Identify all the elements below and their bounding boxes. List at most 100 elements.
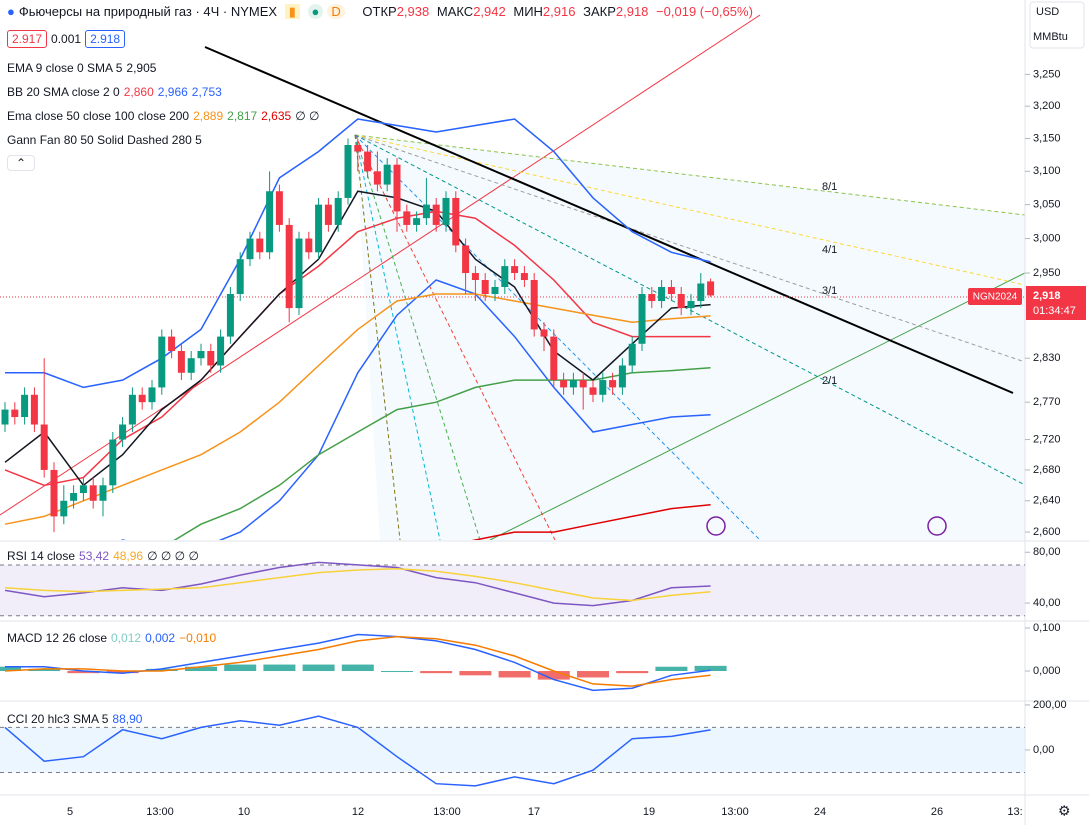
gann-line: [354, 134, 761, 540]
candle-body: [383, 164, 391, 185]
candle-body: [550, 336, 558, 381]
histogram-bar: [459, 671, 492, 676]
indicator-line: [4, 293, 711, 525]
candle-body: [197, 350, 205, 359]
flag[interactable]: ▮: [284, 4, 300, 19]
candle-body: [285, 224, 293, 309]
legend-value: 2,905: [126, 61, 157, 75]
legend-value: 2,635: [261, 109, 292, 123]
candle-body: [89, 485, 97, 501]
candle-body: [354, 145, 362, 152]
y-tick-label: 3,250: [1033, 68, 1061, 80]
histogram-bar: [381, 671, 413, 673]
currency[interactable]: USD: [1036, 6, 1059, 18]
histogram-bar: [185, 666, 217, 672]
candle-body: [109, 439, 117, 486]
candle-body: [79, 485, 87, 494]
candle-body: [266, 191, 274, 253]
histogram-bar: [145, 668, 178, 672]
candle-body: [246, 238, 254, 260]
candle-body: [462, 245, 470, 274]
gann-line: [354, 134, 401, 540]
candle-body: [589, 387, 597, 395]
candle-body: [403, 211, 411, 225]
gann-label: 3/1: [822, 285, 837, 297]
legend-macd: MACD 12 26 close 0,012 0,002 −0,010: [7, 631, 220, 645]
settings-icon[interactable]: ⚙: [1058, 803, 1071, 819]
candle-body: [569, 380, 577, 388]
y-tick-label: 2,680: [1033, 464, 1061, 476]
ohlc-label: МИН: [513, 4, 543, 19]
change: −0,019 (−0,65%): [656, 4, 753, 19]
ohlc-label: ЗАКР: [583, 4, 616, 19]
candle-body: [540, 329, 548, 337]
indicator-line: [4, 561, 711, 607]
x-tick-label: 12: [352, 806, 364, 818]
legend-value: 2,966: [157, 85, 188, 99]
legend-value: ∅ ∅ ∅ ∅: [147, 549, 199, 563]
legend-value: 0,002: [145, 631, 176, 645]
legend-value: ∅ ∅: [295, 109, 320, 123]
price-tag: [1026, 286, 1086, 320]
y-tick-label: 3,100: [1033, 165, 1061, 177]
candle-body: [344, 145, 352, 198]
candle-body: [393, 164, 401, 212]
badge: D: [327, 4, 345, 19]
legend-rsi: RSI 14 close 53,42 48,96 ∅ ∅ ∅ ∅: [7, 549, 203, 563]
legend-value: −0,010: [179, 631, 217, 645]
header: ● Фьючерсы на природный газ · 4Ч · NYMEX …: [7, 4, 753, 19]
gann-line: [354, 134, 481, 540]
histogram-bar: [341, 664, 374, 672]
legend-value: 0,012: [111, 631, 142, 645]
unit[interactable]: MMBtu: [1033, 31, 1068, 43]
x-tick-label: 26: [931, 806, 943, 818]
x-tick-label: 17: [528, 806, 540, 818]
ohlc-value: 2,938: [396, 4, 430, 19]
histogram-bar: [420, 671, 453, 674]
legend-value: 2,860: [123, 85, 154, 99]
sell-button[interactable]: 2.917: [7, 30, 48, 48]
candle-body: [648, 294, 656, 302]
candle-body: [236, 259, 244, 295]
histogram-bar: [537, 671, 570, 680]
legend-label: EMA 9 close 0 SMA 5: [7, 61, 123, 75]
candle-body: [207, 350, 215, 366]
candle-body: [138, 394, 146, 403]
unit-box[interactable]: [1029, 1, 1085, 49]
legend-gann: Gann Fan 80 50 Solid Dashed 280 5: [7, 133, 206, 147]
indicator-line: [471, 503, 711, 540]
y-tick-label: 3,000: [1033, 232, 1061, 244]
candle-body: [148, 387, 156, 403]
gann-line: [354, 134, 556, 540]
candle-body: [177, 350, 185, 373]
candle-body: [40, 424, 48, 470]
candle-body: [364, 151, 372, 172]
ohlc-value: 2,942: [473, 4, 506, 19]
y-tick-label: 2,950: [1033, 267, 1061, 279]
candle-body: [658, 286, 666, 302]
ray: [489, 272, 1025, 540]
candle-body: [50, 469, 58, 517]
event-icon[interactable]: [706, 516, 726, 536]
gann-fan: [354, 134, 1025, 540]
legend-bb: BB 20 SMA close 2 0 2,860 2,966 2,753: [7, 85, 226, 99]
candle-body: [618, 365, 626, 388]
gann-label: 8/1: [822, 181, 837, 193]
event-icon[interactable]: [927, 516, 947, 536]
trade-row: 2.917 0.001 2.918: [7, 30, 129, 48]
candle-body: [187, 358, 195, 373]
candle-body: [599, 380, 607, 395]
candle-body: [422, 204, 430, 219]
y-tick-label: 2,830: [1033, 352, 1061, 364]
gann-label: 4/1: [822, 244, 837, 256]
buy-button[interactable]: 2.918: [85, 30, 126, 48]
collapse[interactable]: ⌃: [7, 155, 36, 171]
candle-body: [168, 336, 176, 351]
symbol-tag-text: NGN2024: [973, 292, 1018, 303]
candle-body: [501, 266, 509, 287]
y-tick-label: 3,200: [1033, 100, 1061, 112]
legend-label: RSI 14 close: [7, 549, 76, 563]
y-tick-label: 3,050: [1033, 199, 1061, 211]
histogram-bar: [263, 664, 296, 672]
